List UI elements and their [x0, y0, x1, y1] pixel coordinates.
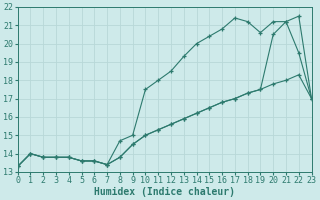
X-axis label: Humidex (Indice chaleur): Humidex (Indice chaleur): [94, 186, 235, 197]
